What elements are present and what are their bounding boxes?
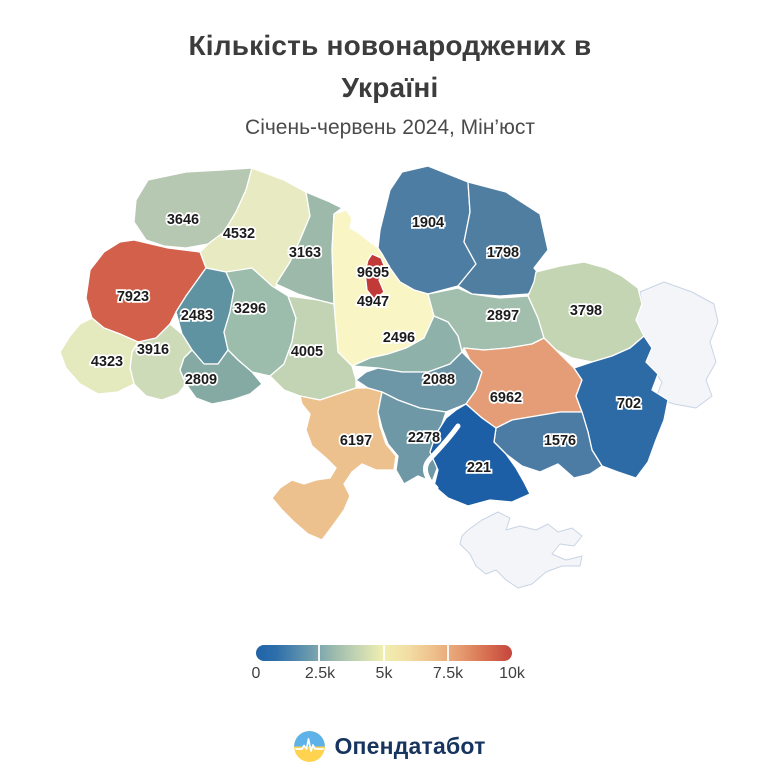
region-value-zaporizhzhia: 1576 xyxy=(544,433,576,449)
region-value-chernivtsi: 2809 xyxy=(185,372,217,388)
page-title-line2: Україні xyxy=(341,72,439,103)
region-zakarpattia[interactable] xyxy=(59,317,139,395)
region-value-zhytomyr: 3163 xyxy=(289,245,321,261)
logo-pulse-line xyxy=(295,738,325,752)
region-value-donetsk: 702 xyxy=(617,396,641,412)
legend-tick-2.5k: 2.5k xyxy=(304,665,336,682)
region-chernivtsi[interactable] xyxy=(179,349,263,405)
region-value-kherson: 221 xyxy=(467,460,491,476)
region-value-zakarpattia: 4323 xyxy=(91,354,123,370)
brand-footer: Опендатабот xyxy=(0,731,780,762)
legend-tick-10k: 10k xyxy=(499,665,525,682)
legend-tick-7.5k: 7.5k xyxy=(432,665,464,682)
region-value-kyiv-city: 9695 xyxy=(357,265,389,281)
region-value-ivano-frankivsk: 3916 xyxy=(137,342,169,358)
region-value-sumy: 1798 xyxy=(487,245,519,261)
brand-name: Опендатабот xyxy=(334,733,486,759)
legend-separator xyxy=(383,645,385,661)
region-value-khmelnytskyi: 3296 xyxy=(234,301,266,317)
region-value-volyn: 3646 xyxy=(167,212,199,228)
region-donetsk[interactable] xyxy=(573,335,669,479)
legend-ticks: 0 2.5k 5k 7.5k 10k xyxy=(0,665,780,687)
dnieper-river xyxy=(423,423,461,491)
region-value-ternopil: 2483 xyxy=(181,308,213,324)
region-odesa[interactable] xyxy=(271,387,397,541)
legend-tick-0: 0 xyxy=(251,665,261,682)
region-zaporizhzhia[interactable] xyxy=(493,411,603,479)
region-value-kyiv-oblast: 4947 xyxy=(357,294,389,310)
region-value-kharkiv: 3798 xyxy=(570,303,602,319)
logo-blue-half xyxy=(294,731,326,747)
region-value-dnipropetrovsk: 6962 xyxy=(490,390,522,406)
page-title-line1: Кількість новонароджених в xyxy=(188,30,592,61)
region-sumy[interactable] xyxy=(457,181,549,297)
region-value-mykolaiv: 2278 xyxy=(408,430,440,446)
region-value-lviv: 7923 xyxy=(117,289,149,305)
legend-tick-5k: 5k xyxy=(375,665,393,682)
region-value-poltava: 2897 xyxy=(487,308,519,324)
region-value-odesa: 6197 xyxy=(340,433,372,449)
legend-separator xyxy=(318,645,320,661)
region-value-kirovohrad: 2088 xyxy=(423,372,455,388)
region-crimea[interactable] xyxy=(459,511,583,589)
legend-separator xyxy=(447,645,449,661)
page-subtitle: Січень-червень 2024, Мін’юст xyxy=(245,116,535,139)
region-value-rivne: 4532 xyxy=(223,226,255,242)
region-value-vinnytsia: 4005 xyxy=(291,344,323,360)
opendatabot-logo-icon xyxy=(294,731,326,762)
region-kyiv-city[interactable] xyxy=(364,253,387,301)
region-value-chernihiv: 1904 xyxy=(412,215,444,231)
region-value-cherkasy: 2496 xyxy=(383,330,415,346)
